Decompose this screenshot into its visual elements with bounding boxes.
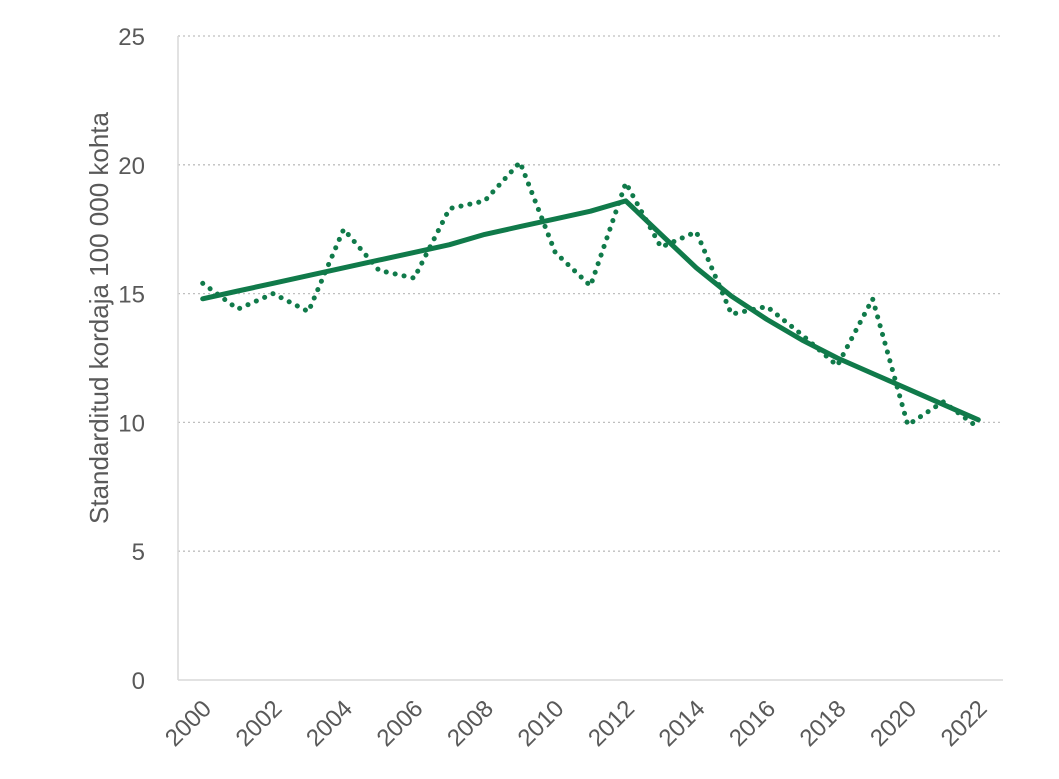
y-tick-label: 5	[132, 539, 145, 566]
series-line-dotted	[200, 159, 981, 431]
x-tick-label: 2002	[231, 695, 288, 752]
y-tick-label: 0	[132, 668, 145, 695]
x-tick-label: 2006	[372, 695, 429, 752]
x-tick-label: 2018	[795, 695, 852, 752]
series-line-solid	[200, 198, 981, 423]
y-tick-label: 10	[118, 410, 145, 437]
gridlines	[178, 35, 1003, 552]
x-tick-label: 2008	[442, 695, 499, 752]
x-tick-label: 2000	[160, 695, 217, 752]
x-tick-label: 2020	[865, 695, 922, 752]
y-tick-label: 20	[118, 153, 145, 180]
x-tick-label: 2016	[724, 695, 781, 752]
series-lines	[200, 159, 981, 431]
y-tick-labels: 0 5 10 15 20 25	[118, 24, 145, 695]
y-tick-label: 25	[118, 24, 145, 51]
x-tick-label: 2022	[936, 695, 993, 752]
x-tick-label: 2004	[301, 695, 358, 752]
x-tick-label: 2014	[654, 695, 711, 752]
x-tick-label: 2010	[513, 695, 570, 752]
x-tick-labels: 2000 2002 2004 2006 2008 2010 2012 2014 2016 2018…	[160, 695, 992, 752]
x-tick-label: 2012	[583, 695, 640, 752]
y-axis-title: Standarditud kordaja 100 000 kohta	[84, 111, 114, 524]
axes	[177, 36, 1003, 681]
y-tick-label: 15	[118, 282, 145, 309]
